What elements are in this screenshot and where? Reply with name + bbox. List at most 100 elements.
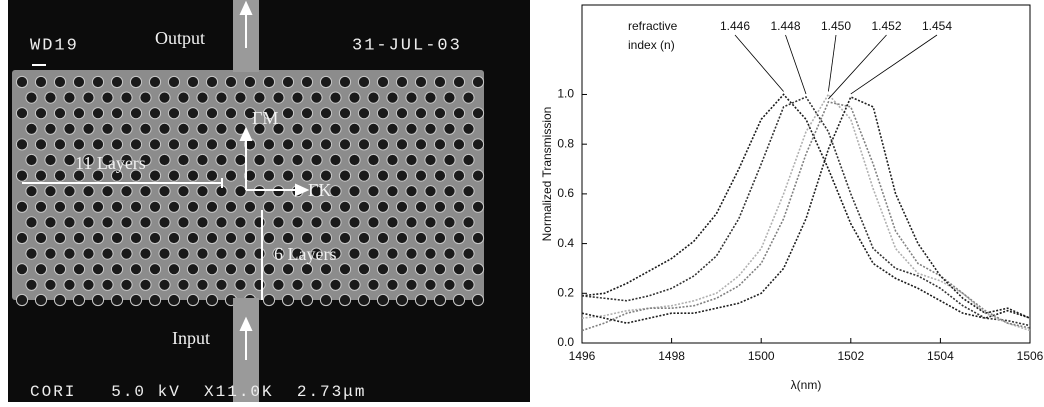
plot-frame bbox=[581, 4, 1031, 344]
hole bbox=[357, 231, 371, 245]
hole bbox=[300, 169, 314, 182]
hole bbox=[186, 231, 200, 245]
hole bbox=[243, 75, 257, 89]
hole bbox=[148, 138, 162, 151]
hole bbox=[148, 107, 162, 120]
hole bbox=[329, 247, 342, 260]
layers-v-label: 6 Layers bbox=[274, 244, 336, 264]
hole bbox=[129, 169, 143, 182]
y-tick-label: 0.4 bbox=[557, 236, 574, 250]
hole bbox=[110, 263, 124, 276]
hole bbox=[158, 216, 171, 229]
hole bbox=[82, 247, 95, 260]
hole bbox=[471, 75, 485, 89]
hole bbox=[205, 200, 219, 213]
hole bbox=[376, 169, 390, 182]
hole bbox=[376, 138, 390, 151]
hole bbox=[300, 263, 314, 276]
hole bbox=[224, 138, 238, 151]
hole bbox=[386, 122, 399, 135]
layers-h-label: 11 Layers bbox=[75, 153, 146, 173]
hole bbox=[348, 153, 361, 167]
hole bbox=[186, 107, 200, 120]
hole bbox=[319, 75, 333, 89]
hole bbox=[310, 247, 323, 260]
hole bbox=[158, 122, 171, 135]
hole bbox=[53, 138, 67, 151]
hole bbox=[44, 122, 57, 135]
hole bbox=[44, 91, 57, 104]
hole bbox=[215, 278, 228, 291]
hole bbox=[405, 91, 418, 104]
hole bbox=[215, 91, 228, 104]
hole bbox=[15, 138, 29, 151]
hole bbox=[205, 107, 219, 120]
hole bbox=[462, 91, 475, 104]
hole bbox=[110, 293, 124, 307]
hole bbox=[53, 231, 67, 245]
hole bbox=[205, 231, 219, 245]
hole bbox=[386, 185, 399, 198]
hole bbox=[63, 153, 76, 167]
hole bbox=[348, 91, 361, 104]
hole bbox=[72, 200, 86, 213]
hole bbox=[433, 293, 447, 307]
x-tick-label: 1500 bbox=[748, 349, 775, 363]
hole bbox=[120, 91, 133, 104]
hole bbox=[158, 153, 171, 167]
hole bbox=[424, 247, 437, 260]
hole bbox=[186, 138, 200, 151]
hole bbox=[452, 263, 466, 276]
hole bbox=[215, 122, 228, 135]
hole bbox=[357, 169, 371, 182]
hole bbox=[196, 122, 209, 135]
hole bbox=[72, 263, 86, 276]
hole bbox=[319, 231, 333, 245]
hole bbox=[319, 107, 333, 120]
hole bbox=[91, 107, 105, 120]
hole bbox=[129, 138, 143, 151]
hole bbox=[433, 138, 447, 151]
hole bbox=[386, 278, 399, 291]
label-pointer bbox=[828, 34, 887, 100]
annotation-arrows bbox=[22, 0, 310, 360]
hole bbox=[139, 185, 152, 198]
hole bbox=[329, 91, 342, 104]
hole bbox=[148, 231, 162, 245]
hole bbox=[319, 263, 333, 276]
hole bbox=[110, 75, 124, 89]
hole bbox=[82, 122, 95, 135]
hole bbox=[310, 278, 323, 291]
hole bbox=[424, 216, 437, 229]
hole bbox=[15, 200, 29, 213]
output-label: Output bbox=[155, 28, 205, 48]
hole bbox=[25, 216, 38, 229]
hole bbox=[462, 278, 475, 291]
hole bbox=[34, 293, 48, 307]
hole bbox=[414, 200, 428, 213]
hole bbox=[300, 75, 314, 89]
y-tick-label: 0.2 bbox=[557, 285, 574, 299]
hole bbox=[25, 122, 38, 135]
hole bbox=[272, 122, 285, 135]
series-line bbox=[581, 95, 1031, 324]
hole bbox=[15, 231, 29, 245]
hole bbox=[148, 200, 162, 213]
hole bbox=[224, 75, 238, 89]
hole bbox=[34, 200, 48, 213]
x-tick-label: 1498 bbox=[658, 349, 685, 363]
hole bbox=[243, 231, 257, 245]
hole bbox=[310, 122, 323, 135]
hole bbox=[443, 216, 456, 229]
hole bbox=[424, 278, 437, 291]
hole bbox=[452, 75, 466, 89]
hole bbox=[148, 75, 162, 89]
hole bbox=[110, 138, 124, 151]
hole bbox=[82, 185, 95, 198]
hole bbox=[357, 138, 371, 151]
hole bbox=[405, 185, 418, 198]
y-axis-title: Normalized Transmission bbox=[540, 107, 554, 242]
hole bbox=[25, 247, 38, 260]
hole bbox=[63, 278, 76, 291]
hole bbox=[72, 107, 86, 120]
